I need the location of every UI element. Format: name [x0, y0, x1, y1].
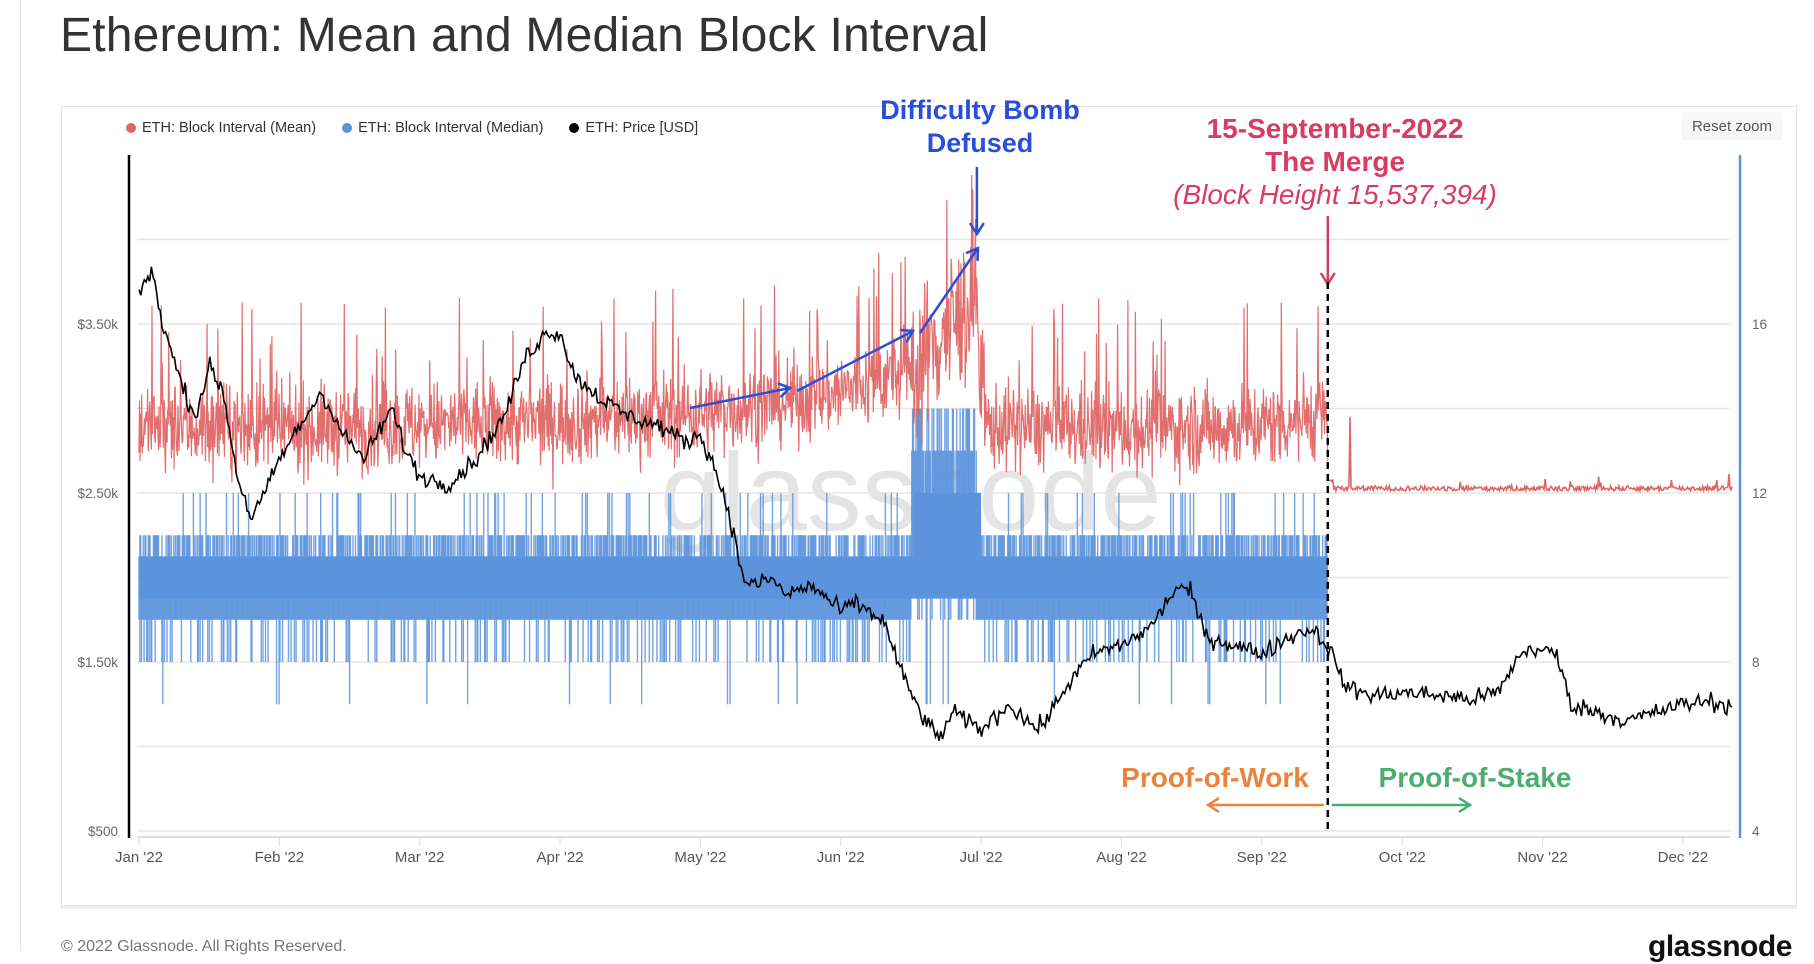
legend-item-price[interactable]: ETH: Price [USD]	[569, 120, 698, 136]
median-band-bomb-low	[913, 556, 982, 599]
x-tick-label: Jan '22	[115, 849, 163, 866]
legend-label-mean: ETH: Block Interval (Mean)	[142, 120, 317, 136]
trend-arrow-shaft	[796, 329, 914, 393]
legend-dot-price-icon	[569, 123, 580, 133]
reset-zoom-button[interactable]: Reset zoom	[1682, 112, 1782, 140]
mean-line-pre-merge	[138, 174, 1329, 490]
chart-card-shadow	[61, 906, 1797, 909]
price-series	[138, 266, 1733, 741]
trend-arrow-shaft	[918, 247, 980, 334]
pow-arrow-head-icon	[1205, 797, 1220, 813]
y-right-tick-label: 12	[1752, 486, 1767, 501]
x-tick-label: Dec '22	[1658, 849, 1708, 866]
annotation-difficulty-bomb: Difficulty Bomb Defused	[860, 94, 1100, 160]
x-tick-label: Sep '22	[1237, 849, 1287, 866]
median-band	[981, 556, 1328, 599]
x-tick-label: Jun '22	[817, 849, 865, 866]
legend-label-median: ETH: Block Interval (Median)	[358, 120, 544, 136]
x-tick-label: Apr '22	[537, 849, 584, 866]
x-tick-label: Aug '22	[1096, 849, 1146, 866]
trend-arrow-head-icon	[899, 328, 916, 343]
annotation-arrows	[689, 167, 1473, 832]
annotation-bomb-line2: Defused	[926, 128, 1034, 158]
trend-arrow-head-icon	[777, 382, 793, 398]
axes: $500 $1.50k $2.50k $3.50k 4 8 12 16 Jan '22 Feb '…	[77, 155, 1767, 866]
annotation-proof-of-stake: Proof-of-Stake	[1378, 762, 1572, 793]
y-right-tick-label: 16	[1752, 317, 1767, 332]
price-line	[138, 266, 1733, 741]
x-tick-label: Jul '22	[960, 849, 1003, 866]
annotation-merge-title: The Merge	[1264, 146, 1406, 177]
annotation-merge-date: 15-September-2022	[1206, 113, 1464, 144]
trend-arrow-shaft	[689, 386, 791, 410]
x-tick-label: Nov '22	[1517, 849, 1567, 866]
y-left-tick-label: $1.50k	[77, 655, 118, 670]
x-tick-label: Mar '22	[395, 849, 445, 866]
y-left-tick-label: $3.50k	[77, 317, 118, 332]
median-band	[139, 556, 914, 599]
annotation-proof-of-work: Proof-of-Work	[1121, 762, 1309, 793]
x-tick-label: Oct '22	[1379, 849, 1426, 866]
bomb-arrow-head-icon	[969, 222, 985, 237]
y-left-tick-label: $2.50k	[77, 486, 118, 501]
legend: ETH: Block Interval (Mean) ETH: Block In…	[126, 120, 698, 136]
legend-dot-median-icon	[342, 123, 353, 133]
trend-arrow-head-icon	[965, 246, 980, 262]
legend-item-median[interactable]: ETH: Block Interval (Median)	[342, 120, 543, 136]
median-band-bomb	[913, 493, 982, 557]
median-series	[138, 408, 1328, 705]
y-right-tick-label: 4	[1752, 824, 1760, 839]
y-left-tick-label: $500	[88, 824, 118, 839]
annotation-merge-block: (Block Height 15,537,394)	[1173, 179, 1497, 210]
annotation-bomb-line1: Difficulty Bomb	[880, 95, 1080, 125]
mean-series	[138, 174, 1733, 494]
mean-line-post-merge	[1327, 416, 1733, 494]
annotation-merge: 15-September-2022 The Merge (Block Heigh…	[1140, 112, 1530, 211]
page-title: Ethereum: Mean and Median Block Interval	[60, 9, 989, 62]
footer-brand-logo: glassnode	[1648, 930, 1792, 963]
page-left-rule	[20, 0, 21, 950]
x-tick-label: May '22	[674, 849, 726, 866]
legend-label-price: ETH: Price [USD]	[585, 120, 699, 136]
legend-dot-mean-icon	[126, 123, 136, 133]
footer-copyright: © 2022 Glassnode. All Rights Reserved.	[61, 938, 347, 955]
pos-arrow-head-icon	[1458, 797, 1473, 813]
legend-item-mean[interactable]: ETH: Block Interval (Mean)	[126, 120, 316, 136]
x-tick-label: Feb '22	[255, 849, 305, 866]
y-right-tick-label: 8	[1752, 655, 1760, 670]
